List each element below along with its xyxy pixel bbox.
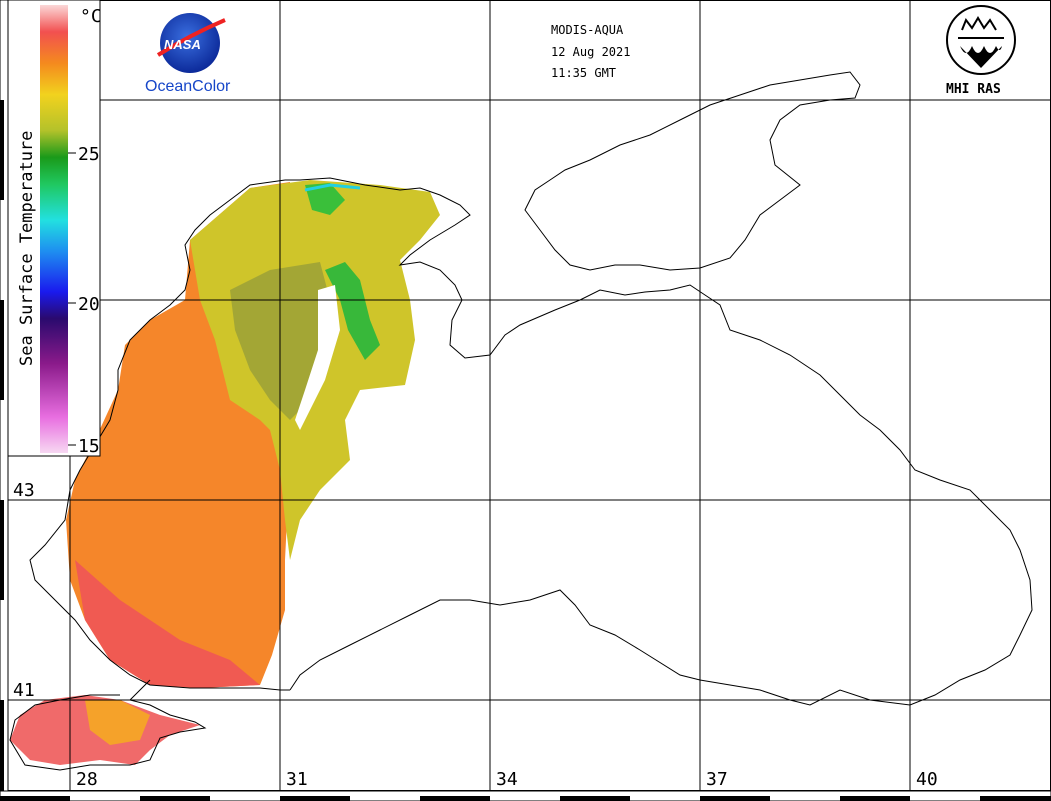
sst-green-patch: [325, 262, 380, 360]
lon-label-34: 34: [496, 769, 518, 790]
crimea-coast: [285, 177, 1033, 706]
left-ruler: [0, 0, 9, 792]
nasa-word: NASA: [164, 37, 201, 52]
mhi-ras-caption: MHI RAS: [946, 82, 1001, 97]
mhi-ras-logo: MHI RAS: [946, 5, 1016, 97]
nasa-logo: NASA OceanColor: [145, 13, 231, 95]
colorbar-tick-15: 15: [78, 436, 100, 457]
lat-label-41: 41: [13, 680, 35, 701]
colorbar-gradient: [40, 5, 68, 453]
header-satellite: MODIS-AQUA: [551, 23, 624, 37]
sst-no-data-gap: [295, 285, 340, 430]
lon-label-31: 31: [286, 769, 308, 790]
lon-label-28: 28: [76, 769, 98, 790]
colorbar-tick-20: 20: [78, 294, 100, 315]
sst-cyan-edge: [304, 183, 361, 192]
lon-label-37: 37: [706, 769, 728, 790]
colorbar-tick-25: 25: [78, 144, 100, 165]
bosphorus-coast: [9, 679, 207, 771]
bottom-ruler: [0, 790, 1051, 801]
lon-label-40: 40: [916, 769, 938, 790]
sst-marmara-warm: [85, 700, 150, 745]
latitude-labels: 43 41: [13, 480, 35, 701]
colorbar-unit: °C: [80, 6, 102, 27]
sst-data-layer: [10, 180, 440, 765]
sst-green-patch-2: [305, 183, 345, 215]
colorbar-panel: °C 25 20 15 Sea Surface Temperature: [7, 0, 102, 457]
azov-coast: [524, 71, 861, 271]
lat-label-43: 43: [13, 480, 35, 501]
colorbar-title: Sea Surface Temperature: [17, 131, 37, 366]
sst-hot-region: [75, 560, 260, 688]
image-header: MODIS-AQUA 12 Aug 2021 11:35 GMT: [551, 23, 630, 80]
longitude-labels: 28 31 34 37 40: [76, 769, 938, 790]
header-time: 11:35 GMT: [551, 66, 616, 80]
nasa-oceancolor-caption: OceanColor: [145, 78, 231, 95]
header-date: 12 Aug 2021: [551, 45, 630, 59]
